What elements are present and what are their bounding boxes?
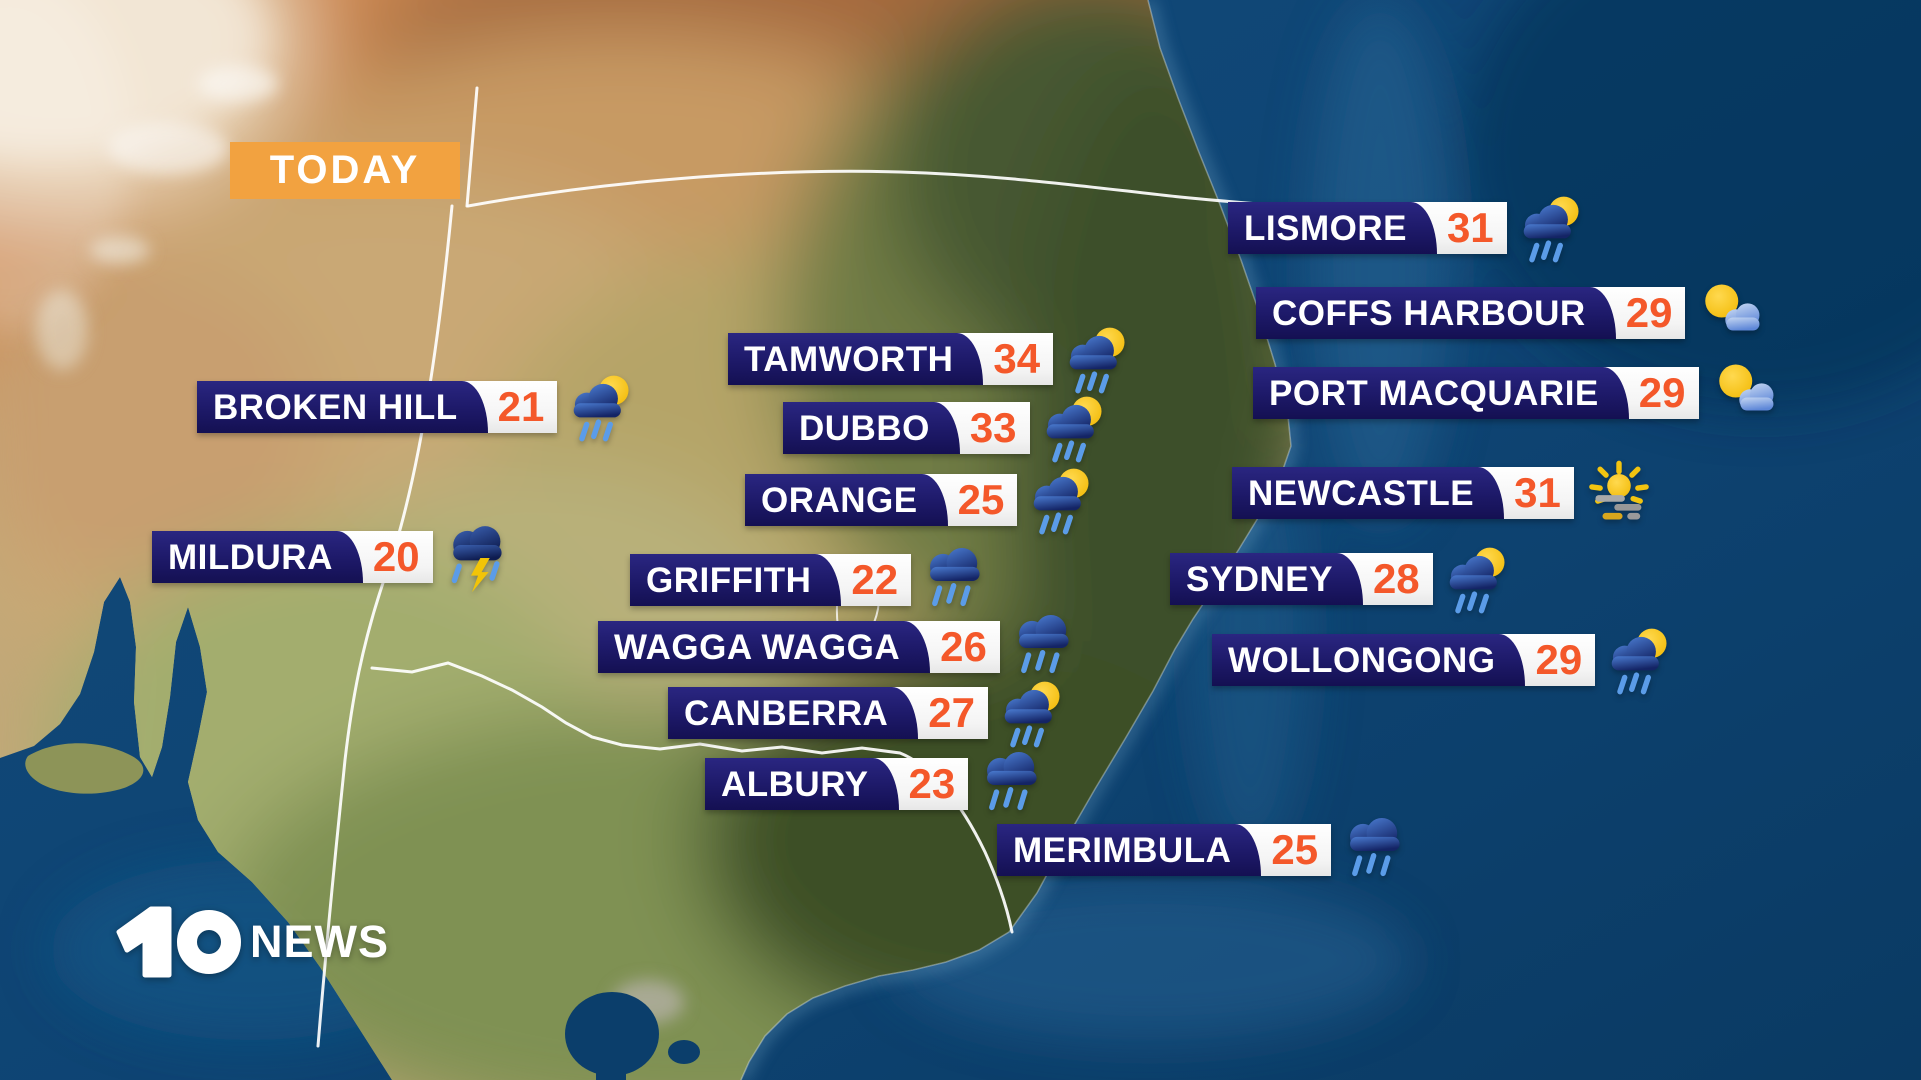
city-name-box: WOLLONGONG [1212,634,1526,686]
network-ten-logo-icon [116,906,241,978]
temperature-value: 34 [993,335,1041,382]
rain-sun-icon [1607,625,1673,697]
partly-cloudy-icon [1711,358,1777,430]
city-name-label: BROKEN HILL [213,387,458,427]
city-name-box: NEWCASTLE [1232,467,1505,519]
temperature-value: 23 [908,760,956,807]
city-weather-label: BROKEN HILL 21 [197,381,635,433]
temperature-value: 21 [497,383,545,430]
city-weather-label: WOLLONGONG 29 [1212,634,1673,686]
city-weather-label: DUBBO 33 [783,402,1108,454]
city-name-box: BROKEN HILL [197,381,488,433]
temperature-value: 31 [1446,204,1494,251]
temperature-value: 25 [957,476,1005,523]
temperature-box: 29 [1589,287,1686,339]
city-weather-label: MILDURA 20 [152,531,511,583]
city-name-label: PORT MACQUARIE [1269,373,1599,413]
city-name-box: MILDURA [152,531,363,583]
rain-icon [923,545,989,617]
today-badge: TODAY [230,142,460,199]
temperature-value: 20 [372,533,420,580]
temperature-box: 34 [957,333,1054,385]
news-wordmark: NEWS [250,916,389,967]
rain-sun-icon [569,372,635,444]
temperature-value: 33 [969,404,1017,451]
storm-icon [445,522,511,594]
city-weather-label: SYDNEY 28 [1170,553,1511,605]
rain-sun-icon [1519,193,1585,265]
city-name-box: DUBBO [783,402,960,454]
temperature-box: 23 [872,758,969,810]
city-name-box: WAGGA WAGGA [598,621,931,673]
network-branding: NEWS [112,906,389,978]
city-name-label: NEWCASTLE [1248,473,1475,513]
hazy-sun-icon [1586,458,1652,530]
city-weather-label: TAMWORTH 34 [728,333,1131,385]
city-name-label: ALBURY [721,764,869,804]
rain-sun-icon [1029,465,1095,537]
city-name-label: DUBBO [799,408,930,448]
bays-and-islands [25,743,700,1080]
city-weather-label: MERIMBULA 25 [997,824,1409,876]
rain-sun-icon [1000,678,1066,750]
city-name-label: ORANGE [761,480,918,520]
city-name-box: LISMORE [1228,202,1437,254]
temperature-value: 26 [940,623,987,670]
temperature-value: 25 [1271,826,1319,873]
city-weather-label: GRIFFITH 22 [630,554,989,606]
city-name-box: TAMWORTH [728,333,984,385]
city-weather-label: NEWCASTLE 31 [1232,467,1652,519]
city-name-label: WAGGA WAGGA [614,627,901,667]
rain-sun-icon [1065,324,1131,396]
city-weather-label: ALBURY 23 [705,758,1046,810]
city-name-label: LISMORE [1244,208,1407,248]
city-name-box: MERIMBULA [997,824,1262,876]
border-sa [316,204,454,1048]
city-name-label: CANBERRA [684,693,889,733]
border-nt-qld [465,86,479,208]
temperature-value: 22 [851,556,899,603]
partly-cloudy-icon [1697,278,1763,350]
city-weather-label: CANBERRA 27 [668,687,1066,739]
city-name-box: GRIFFITH [630,554,842,606]
city-weather-label: WAGGA WAGGA 26 [598,621,1078,673]
city-weather-label: ORANGE 25 [745,474,1095,526]
city-name-box: CANBERRA [668,687,919,739]
city-name-label: SYDNEY [1186,559,1333,599]
city-name-box: ALBURY [705,758,899,810]
city-name-box: PORT MACQUARIE [1253,367,1629,419]
city-name-label: TAMWORTH [744,339,954,379]
city-weather-label: LISMORE 31 [1228,202,1585,254]
temperature-value: 31 [1514,469,1561,516]
city-name-label: COFFS HARBOUR [1272,293,1586,333]
temperature-value: 29 [1625,289,1673,336]
temperature-value: 27 [928,689,975,736]
rain-sun-icon [1445,544,1511,616]
temperature-value: 29 [1638,369,1686,416]
city-name-box: COFFS HARBOUR [1256,287,1616,339]
rain-icon [980,749,1046,821]
city-name-box: SYDNEY [1170,553,1363,605]
city-name-label: WOLLONGONG [1228,640,1496,680]
city-weather-label: PORT MACQUARIE 29 [1253,367,1777,419]
city-weather-label: COFFS HARBOUR 29 [1256,287,1763,339]
city-name-label: MERIMBULA [1013,830,1232,870]
rain-sun-icon [1042,393,1108,465]
rain-icon [1343,815,1409,887]
haze [0,0,270,330]
city-name-label: MILDURA [168,537,333,577]
temperature-value: 29 [1535,636,1583,683]
today-badge-label: TODAY [269,148,421,192]
temperature-value: 28 [1372,555,1420,602]
city-name-label: GRIFFITH [646,560,812,600]
rain-icon [1012,612,1078,684]
city-name-box: ORANGE [745,474,948,526]
